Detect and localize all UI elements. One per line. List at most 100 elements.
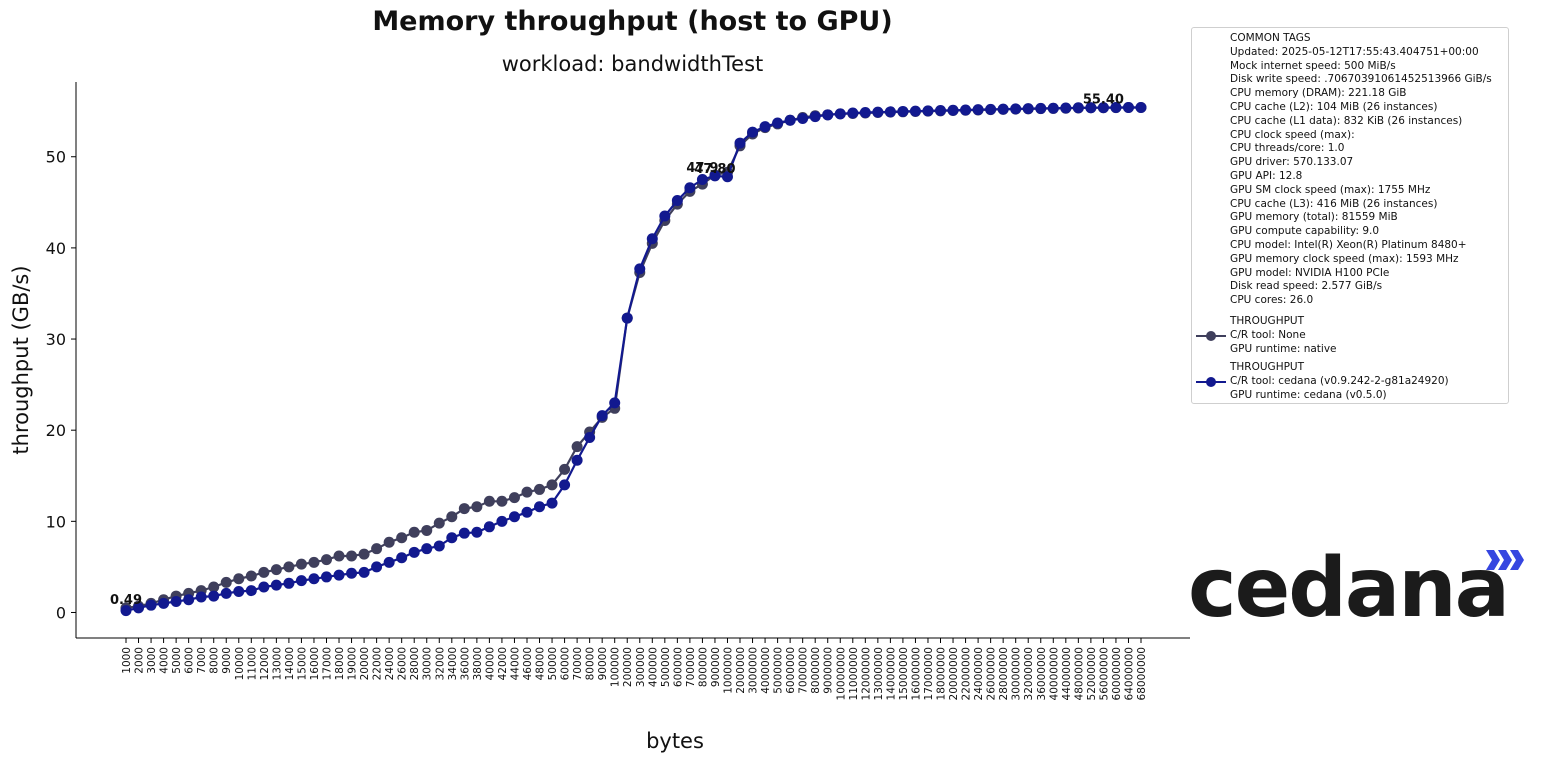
- x-tick-label: 46000: [522, 647, 534, 680]
- data-point: [797, 112, 809, 124]
- x-tick-label: 100000: [610, 647, 622, 687]
- data-point: [559, 463, 571, 475]
- data-point: [1097, 102, 1109, 114]
- x-tick-label: 7000: [196, 647, 208, 674]
- data-point: [295, 575, 307, 587]
- x-tick-label: 4000000: [760, 647, 772, 694]
- x-tick-label: 22000000: [961, 647, 973, 700]
- data-point: [371, 543, 383, 555]
- data-point: [559, 479, 571, 491]
- series-line-1: [125, 106, 1141, 612]
- y-tick-label: 40: [46, 239, 66, 258]
- data-point: [320, 571, 332, 583]
- data-point: [972, 104, 984, 116]
- data-point: [1135, 102, 1147, 114]
- data-point: [646, 233, 658, 245]
- data-label: 47.80: [694, 162, 735, 177]
- data-point: [897, 105, 909, 117]
- legend-tags-header: COMMON TAGS: [1230, 32, 1311, 44]
- data-point: [195, 591, 207, 603]
- data-point: [1072, 102, 1084, 114]
- x-tick-label: 5000000: [773, 647, 785, 694]
- data-point: [1010, 103, 1022, 115]
- data-point: [233, 573, 245, 585]
- legend-tag: Mock internet speed: 500 MiB/s: [1230, 59, 1396, 72]
- legend-tag: GPU memory clock speed (max): 1593 MHz: [1230, 252, 1459, 265]
- data-point: [960, 104, 972, 116]
- data-point: [822, 109, 834, 121]
- x-tick-label: 300000: [635, 647, 647, 687]
- x-tick-label: 2000000: [735, 647, 747, 694]
- x-tick-label: 13000000: [873, 647, 885, 700]
- data-point: [245, 570, 257, 582]
- x-tick-label: 52000000: [1086, 647, 1098, 700]
- data-point: [659, 210, 671, 222]
- data-point: [333, 569, 345, 581]
- x-tick-label: 14000: [284, 647, 296, 680]
- x-tick-label: 30000000: [1011, 647, 1023, 700]
- legend-series-detail: GPU runtime: cedana (v0.5.0): [1230, 388, 1387, 401]
- data-point: [872, 106, 884, 118]
- data-point: [208, 590, 220, 602]
- x-tick-label: 5000: [171, 647, 183, 674]
- legend: COMMON TAGS Updated: 2025-05-12T17:55:43…: [1191, 27, 1509, 404]
- x-tick-label: 60000: [560, 647, 572, 680]
- data-point: [396, 532, 408, 544]
- legend-tag: CPU threads/core: 1.0: [1230, 142, 1345, 155]
- data-point: [471, 501, 483, 513]
- legend-tag: Disk write speed: .70670391061452513966 …: [1230, 73, 1492, 86]
- logo-chevrons-icon: [1486, 550, 1524, 570]
- legend-series-label: THROUGHPUT: [1230, 361, 1305, 373]
- x-tick-label: 200000: [622, 647, 634, 687]
- x-tick-label: 16000000: [910, 647, 922, 700]
- x-tick-label: 40000000: [1048, 647, 1060, 700]
- data-point: [308, 556, 320, 568]
- x-tick-label: 15000: [296, 647, 308, 680]
- x-tick-label: 26000000: [986, 647, 998, 700]
- data-point: [408, 546, 420, 558]
- data-point: [784, 114, 796, 126]
- legend-tag: GPU API: 12.8: [1230, 169, 1303, 182]
- data-point: [333, 550, 345, 562]
- chart-subtitle: workload: bandwidthTest: [501, 52, 764, 76]
- x-tick-label: 3000000: [748, 647, 760, 694]
- data-point: [220, 587, 232, 599]
- x-tick-label: 48000: [535, 647, 547, 680]
- data-point: [208, 581, 220, 593]
- data-point: [534, 501, 546, 513]
- legend-tag: CPU clock speed (max):: [1230, 128, 1355, 141]
- legend-tag: GPU driver: 570.133.07: [1230, 156, 1354, 169]
- x-tick-label: 22000: [372, 647, 384, 680]
- data-point: [809, 111, 821, 123]
- x-tick-label: 12000: [259, 647, 271, 680]
- data-point: [508, 511, 520, 523]
- data-point: [1047, 102, 1059, 114]
- data-point: [295, 558, 307, 570]
- data-point: [258, 581, 270, 593]
- y-tick-label: 30: [46, 330, 66, 349]
- x-tick-label: 7000000: [798, 647, 810, 694]
- data-point: [859, 107, 871, 119]
- y-tick-label: 50: [46, 148, 66, 167]
- data-point: [546, 479, 558, 491]
- data-point: [721, 171, 733, 183]
- data-point: [1022, 103, 1034, 115]
- data-point: [609, 397, 621, 409]
- data-point: [258, 566, 270, 578]
- x-tick-label: 600000: [672, 647, 684, 687]
- x-tick-label: 15000000: [898, 647, 910, 700]
- cedana-logo: cedana: [1188, 548, 1528, 638]
- legend-tag: GPU memory (total): 81559 MiB: [1230, 211, 1398, 224]
- series-line-0: [125, 106, 1141, 610]
- x-tick-label: 800000: [697, 647, 709, 687]
- x-tick-label: 8000000: [810, 647, 822, 694]
- x-tick-label: 19000: [347, 647, 359, 680]
- x-tick-label: 50000: [547, 647, 559, 680]
- data-point: [458, 527, 470, 539]
- data-point: [170, 596, 182, 608]
- x-axis-label: bytes: [646, 729, 704, 753]
- data-point: [458, 503, 470, 515]
- legend-tag: CPU cache (L2): 104 MiB (26 instances): [1230, 100, 1438, 113]
- data-point: [358, 566, 370, 578]
